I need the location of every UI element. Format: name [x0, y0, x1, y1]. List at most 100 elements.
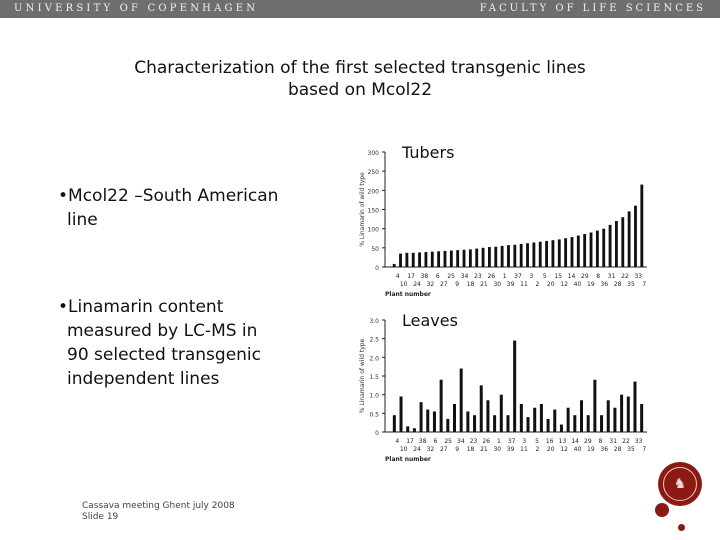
x-tick-label: 27: [440, 446, 448, 453]
bar: [553, 409, 557, 432]
bar: [589, 232, 593, 267]
bar: [412, 428, 416, 432]
x-tick-label: 16: [546, 438, 554, 445]
x-tick-label: 20: [547, 446, 555, 453]
y-tick-label: 0.5: [369, 411, 379, 418]
x-axis-label: Plant number: [385, 291, 431, 298]
x-tick-label: 34: [457, 438, 465, 445]
bar: [620, 394, 624, 432]
x-tick-label: 11: [520, 281, 528, 288]
y-tick-label: 200: [368, 188, 380, 195]
bar: [494, 246, 498, 267]
bar: [399, 253, 402, 267]
bar: [481, 247, 485, 267]
y-tick-label: 2.5: [369, 337, 379, 344]
x-tick-label: 10: [400, 281, 408, 288]
leaves-chart: 0 0.5 1.0 1.5 2.0 2.5 3.0 % Linamarin of wild t…: [355, 308, 655, 470]
x-tick-label: 40: [574, 281, 582, 288]
bar: [551, 240, 555, 267]
seal-emblem-icon: ♞: [673, 476, 687, 492]
bullet-mcol22: •Mcol22 –South American line: [58, 184, 358, 232]
y-tick-label: 3.0: [369, 318, 379, 325]
x-tick-label: 1: [497, 438, 501, 445]
x-tick-label: 36: [600, 281, 608, 288]
x-tick-label: 32: [427, 446, 435, 453]
bar: [576, 235, 580, 267]
bar: [583, 234, 587, 267]
x-tick-label: 25: [444, 438, 452, 445]
x-tick-label: 33: [634, 273, 642, 280]
bullet1-line2: line: [67, 210, 98, 230]
bar: [595, 230, 599, 267]
bar: [430, 251, 434, 267]
x-tick-label: 26: [482, 438, 490, 445]
bar: [493, 415, 497, 432]
bar: [479, 385, 483, 432]
x-tick-label: 21: [480, 446, 488, 453]
bar: [500, 245, 504, 267]
footer-slide-number: Slide 19: [82, 512, 119, 522]
bar: [499, 394, 503, 432]
x-tick-label: 9: [455, 281, 459, 288]
y-axis-label: % Linamarin of wild type: [359, 172, 366, 247]
x-tick-label: 19: [587, 281, 595, 288]
x-tick-label: 13: [559, 438, 567, 445]
x-tick-label: 2: [535, 281, 539, 288]
bar: [538, 241, 542, 267]
x-tick-label: 23: [474, 273, 482, 280]
tubers-chart: 0 50 100 150 200 250 300 % Linamarin of wild ty…: [355, 140, 655, 305]
bar: [475, 248, 479, 267]
bar: [426, 409, 430, 432]
leaves-chart-svg: 0 0.5 1.0 1.5 2.0 2.5 3.0 % Linamarin of wild t…: [359, 318, 647, 463]
bar: [606, 400, 610, 432]
bar: [486, 400, 490, 432]
bar: [564, 238, 568, 267]
bar: [411, 252, 415, 267]
x-tick-label: 15: [554, 273, 562, 280]
bar: [640, 184, 644, 267]
x-tick-label: 5: [535, 438, 539, 445]
leaves-chart-title: Leaves: [402, 311, 458, 330]
x-tick-label: 4: [395, 438, 399, 445]
bar: [532, 242, 536, 267]
bar: [406, 426, 410, 432]
bar: [526, 243, 529, 267]
bullet1-line1: Mcol22 –South American: [68, 186, 279, 206]
bar: [506, 415, 510, 432]
x-tick-label: 8: [596, 273, 600, 280]
university-name: UNIVERSITY OF COPENHAGEN: [14, 3, 259, 14]
bar: [519, 404, 523, 432]
x-tick-label: 36: [600, 446, 608, 453]
x-tick-label: 39: [507, 446, 515, 453]
x-tick-label: 29: [584, 438, 592, 445]
x-tick-label: 38: [421, 273, 429, 280]
x-tick-label: 39: [507, 281, 515, 288]
bullet-linamarin: •Linamarin content measured by LC-MS in …: [58, 295, 358, 391]
bar: [566, 407, 570, 432]
bar: [443, 250, 447, 267]
slide-title-line2: based on Mcol22: [287, 80, 433, 100]
x-tick-label: 8: [599, 438, 603, 445]
bar: [573, 415, 577, 432]
bar: [614, 221, 618, 267]
x-tick-label: 31: [609, 438, 617, 445]
x-tick-label: 14: [568, 273, 576, 280]
decorative-dot: [655, 503, 669, 517]
bar: [405, 252, 409, 267]
bullet2-line1: Linamarin content: [68, 297, 224, 317]
y-axis-label: % Linamarin of wild type: [359, 338, 366, 413]
footer-event: Cassava meeting Ghent july 2008: [82, 501, 235, 511]
y-tick-label: 0: [375, 265, 379, 272]
bar: [545, 240, 549, 267]
bullet-icon: •: [58, 297, 69, 317]
bar: [439, 379, 443, 432]
bar: [613, 407, 617, 432]
x-tick-label: 29: [581, 273, 589, 280]
x-tick-label: 22: [621, 273, 629, 280]
footer: Cassava meeting Ghent july 2008 Slide 19: [82, 501, 235, 523]
x-tick-label: 17: [406, 438, 414, 445]
bar: [432, 411, 436, 432]
bar: [586, 415, 590, 432]
x-tick-label: 25: [447, 273, 455, 280]
x-tick-label: 21: [480, 281, 488, 288]
